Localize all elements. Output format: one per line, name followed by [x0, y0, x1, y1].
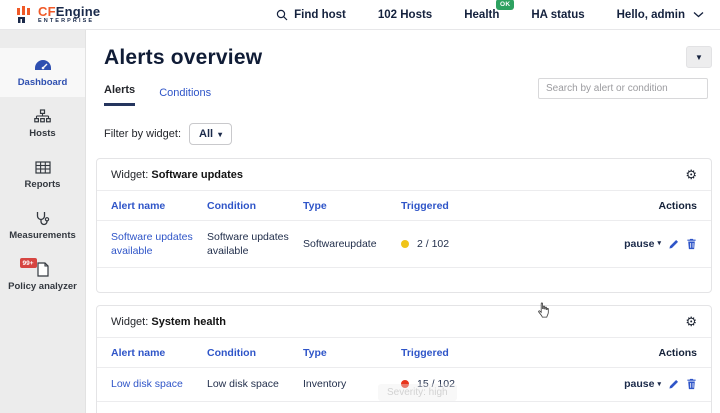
- tab-bar: Alerts Conditions: [96, 78, 712, 106]
- policy-analyzer-count-badge: 99+: [19, 258, 37, 268]
- condition-cell: Software updates available: [207, 231, 289, 258]
- table-header-row: Alert name Condition Type Triggered Acti…: [97, 338, 711, 369]
- actions-cell: pause ▾: [587, 377, 697, 391]
- tab-alerts[interactable]: Alerts: [104, 84, 136, 106]
- measurements-stethoscope-icon: [35, 210, 50, 226]
- top-header: CFEngine ENTERPRISE Find host 102 Hosts …: [0, 0, 720, 30]
- severity-dot: [401, 240, 409, 249]
- sidebar-item-label: Reports: [24, 179, 61, 190]
- column-header-actions: Actions: [658, 346, 697, 359]
- cfengine-logo[interactable]: CFEngine ENTERPRISE: [16, 5, 100, 25]
- fading-severity-tooltip: Severity: high: [378, 384, 457, 401]
- health-link[interactable]: Health OK: [464, 0, 515, 21]
- sidebar-item-hosts[interactable]: Hosts: [0, 99, 85, 148]
- caret-down-icon: ▾: [657, 240, 661, 248]
- main-content: Alerts overview ▼ Alerts Conditions Filt…: [86, 30, 720, 413]
- column-header-triggered[interactable]: Triggered: [401, 199, 449, 212]
- column-header-type[interactable]: Type: [303, 346, 327, 359]
- chevron-down-icon: [693, 12, 704, 18]
- alert-search-input[interactable]: [538, 78, 708, 99]
- column-header-condition[interactable]: Condition: [207, 199, 256, 212]
- filter-label: Filter by widget:: [104, 128, 182, 140]
- sidebar-item-reports[interactable]: Reports: [0, 150, 85, 199]
- delete-trash-icon[interactable]: [686, 238, 697, 250]
- column-header-alert-name[interactable]: Alert name: [111, 346, 166, 359]
- sidebar-item-label: Policy analyzer: [8, 281, 77, 292]
- severity-dot: [401, 380, 409, 389]
- table-row: Software updates available Software upda…: [97, 221, 711, 269]
- sidebar: Dashboard Hosts: [0, 30, 86, 413]
- column-header-triggered[interactable]: Triggered: [401, 346, 449, 359]
- condition-cell: Low disk space: [207, 378, 279, 391]
- alert-name-link[interactable]: Software updates available: [111, 231, 193, 258]
- sidebar-item-policy-analyzer[interactable]: 99+ Policy analyzer: [0, 252, 85, 301]
- sidebar-item-measurements[interactable]: Measurements: [0, 201, 85, 250]
- table-row: Low disk space Low disk space Inventory …: [97, 368, 711, 402]
- widget-settings-gear-icon[interactable]: ⚙: [685, 314, 697, 330]
- logo-engine: Engine: [55, 3, 101, 19]
- reports-table-icon: [34, 159, 51, 175]
- widget-card-software-updates: Widget: Software updates ⚙ Alert name Co…: [96, 158, 712, 294]
- widget-settings-gear-icon[interactable]: ⚙: [685, 167, 697, 182]
- caret-down-icon: ▾: [218, 129, 223, 139]
- dropdown-caret-icon: ▼: [695, 52, 703, 62]
- health-ok-badge: OK: [496, 0, 515, 10]
- alert-name-link[interactable]: Low disk space: [111, 378, 183, 391]
- sidebar-item-label: Measurements: [9, 230, 76, 241]
- column-header-alert-name[interactable]: Alert name: [111, 199, 166, 212]
- hosts-tree-icon: [34, 108, 51, 124]
- top-navigation: Find host 102 Hosts Health OK HA status …: [276, 0, 704, 21]
- sidebar-item-dashboard[interactable]: Dashboard: [0, 48, 85, 97]
- filter-row: Filter by widget: All ▾: [104, 123, 712, 145]
- type-cell: Inventory: [303, 378, 347, 391]
- column-header-actions: Actions: [658, 199, 697, 212]
- widget-title: Widget: System health: [111, 315, 226, 328]
- collapse-panel-button[interactable]: ▼: [686, 46, 712, 68]
- type-cell: Softwareupdate: [303, 238, 377, 251]
- logo-subtitle: ENTERPRISE: [38, 17, 95, 24]
- card-bottom-spacer: [97, 268, 711, 292]
- cfengine-logo-icon: [17, 6, 30, 23]
- sidebar-item-label: Hosts: [29, 128, 56, 139]
- column-header-type[interactable]: Type: [303, 199, 327, 212]
- table-header-row: Alert name Condition Type Triggered Acti…: [97, 191, 711, 221]
- page-title: Alerts overview: [104, 46, 263, 69]
- user-menu[interactable]: Hello, admin: [617, 9, 704, 21]
- pause-dropdown[interactable]: pause ▾: [624, 378, 661, 391]
- hosts-count-link[interactable]: 102 Hosts: [377, 8, 433, 21]
- filter-widget-dropdown[interactable]: All ▾: [189, 123, 233, 145]
- triggered-count: 15 / 102: [417, 378, 455, 391]
- column-header-condition[interactable]: Condition: [207, 346, 256, 359]
- caret-down-icon: ▾: [657, 380, 661, 388]
- card-bottom-spacer: [97, 402, 711, 413]
- logo-cf: CF: [38, 3, 56, 19]
- triggered-cell: 2 / 102: [401, 237, 579, 251]
- dashboard-gauge-icon: [34, 57, 52, 73]
- edit-pencil-icon[interactable]: [668, 239, 679, 250]
- triggered-cell: 15 / 102: [401, 377, 579, 391]
- widget-title: Widget: Software updates: [111, 168, 244, 181]
- ha-status-link[interactable]: HA status: [531, 8, 585, 21]
- widget-card-system-health: Widget: System health ⚙ Alert name Condi…: [96, 305, 712, 413]
- actions-cell: pause ▾: [587, 237, 697, 251]
- search-icon: [276, 9, 288, 20]
- tab-conditions[interactable]: Conditions: [159, 87, 212, 99]
- find-host-search[interactable]: Find host: [276, 9, 346, 21]
- pause-dropdown[interactable]: pause ▾: [624, 238, 661, 251]
- triggered-count: 2 / 102: [417, 238, 450, 251]
- policy-document-icon: 99+: [19, 258, 49, 277]
- sidebar-item-label: Dashboard: [17, 77, 68, 88]
- find-host-label: Find host: [294, 8, 346, 21]
- delete-trash-icon[interactable]: [686, 378, 697, 390]
- edit-pencil-icon[interactable]: [668, 379, 679, 390]
